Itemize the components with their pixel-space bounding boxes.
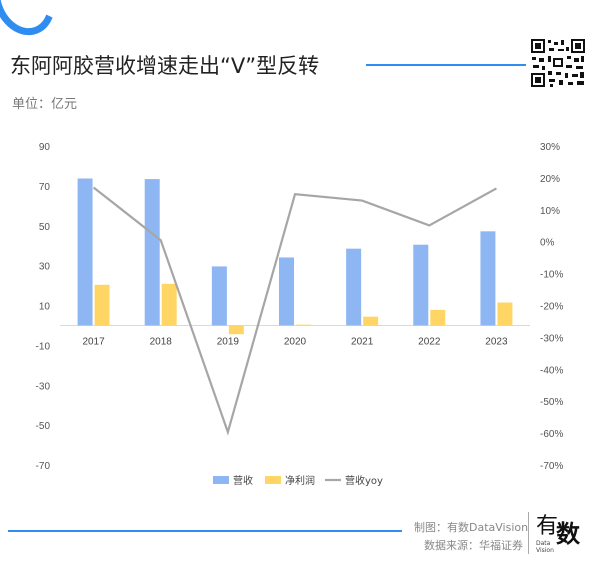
revenue-bar (279, 257, 294, 326)
right-axis-tick-label: -10% (540, 270, 563, 281)
left-axis-tick-label: -30 (36, 381, 51, 392)
left-axis-tick-label: -70 (36, 461, 51, 472)
right-axis-tick-label: 30% (540, 142, 560, 153)
left-axis-tick-label: -10 (36, 341, 51, 352)
revenue-yoy-line (92, 186, 497, 436)
brand-logo-you: 有 (536, 514, 559, 539)
x-axis-tick-label: 2020 (284, 336, 307, 347)
x-axis-tick-label: 2021 (351, 336, 374, 347)
legend-label-net-profit: 净利润 (285, 474, 315, 487)
brand-logo-shu: 数 (556, 520, 580, 548)
left-axis-tick-label: 70 (39, 182, 51, 193)
x-axis-tick-label: 2018 (150, 336, 173, 347)
x-axis-tick-label: 2023 (485, 336, 508, 347)
legend-label-yoy: 营收yoy (345, 474, 383, 487)
right-axis-tick-label: 10% (540, 206, 560, 217)
revenue-bar (77, 178, 93, 326)
right-axis-tick-label: -50% (540, 397, 563, 408)
brand-sub-data: Data (536, 540, 551, 547)
net-profit-bar (363, 316, 379, 326)
revenue-bar (144, 179, 160, 326)
x-axis-tick-label: 2022 (418, 336, 441, 347)
corner-arc-decoration (0, 0, 66, 44)
right-axis-tick-label: 0% (540, 238, 555, 249)
left-axis-tick-label: -50 (36, 421, 51, 432)
left-axis-tick-label: 50 (39, 222, 51, 233)
right-axis-tick-label: 20% (540, 174, 560, 185)
net-profit-bar (497, 302, 513, 326)
brand-logo-subtext: Data Vision (536, 540, 554, 554)
qr-code-icon (530, 38, 586, 88)
footer-line (8, 530, 402, 532)
net-profit-bar (228, 325, 244, 335)
net-profit-bar (296, 324, 311, 326)
left-axis-tick-label: 90 (39, 142, 51, 153)
legend-swatch-net-profit (265, 476, 281, 484)
left-axis-tick-label: 10 (39, 302, 51, 313)
revenue-bar (413, 244, 429, 326)
revenue-bar (346, 248, 362, 326)
x-axis-tick-label: 2019 (217, 336, 240, 347)
unit-label: 单位：亿元 (12, 97, 78, 112)
right-axis-tick-label: -20% (540, 302, 563, 313)
chart-title: 东阿阿胶营收增速走出“V”型反转 (10, 54, 320, 78)
title-underline (366, 64, 526, 66)
revenue-bar (480, 231, 496, 326)
right-axis-tick-label: -30% (540, 333, 563, 344)
legend-label-revenue: 营收 (233, 474, 253, 487)
brand-sub-vision: Vision (536, 547, 554, 554)
right-axis-tick-label: -70% (540, 461, 563, 472)
net-profit-bar (430, 309, 446, 326)
footer-divider (528, 512, 529, 554)
right-axis-tick-label: -60% (540, 429, 563, 440)
revenue-bar (211, 266, 227, 326)
chart-area: 90 70 50 30 10 -10 -30 -50 -70 30% 20% 10% 0% -10% -20… (36, 142, 564, 487)
credit-line: 制图：有数DataVision (414, 521, 529, 534)
right-axis-tick-label: -40% (540, 365, 563, 376)
legend-swatch-revenue (213, 476, 229, 484)
left-axis-tick-label: 30 (39, 262, 51, 273)
x-axis-tick-label: 2017 (82, 336, 105, 347)
net-profit-bar (94, 284, 110, 326)
net-profit-bar (161, 283, 177, 326)
source-line: 数据来源：华福证券 (424, 539, 523, 552)
